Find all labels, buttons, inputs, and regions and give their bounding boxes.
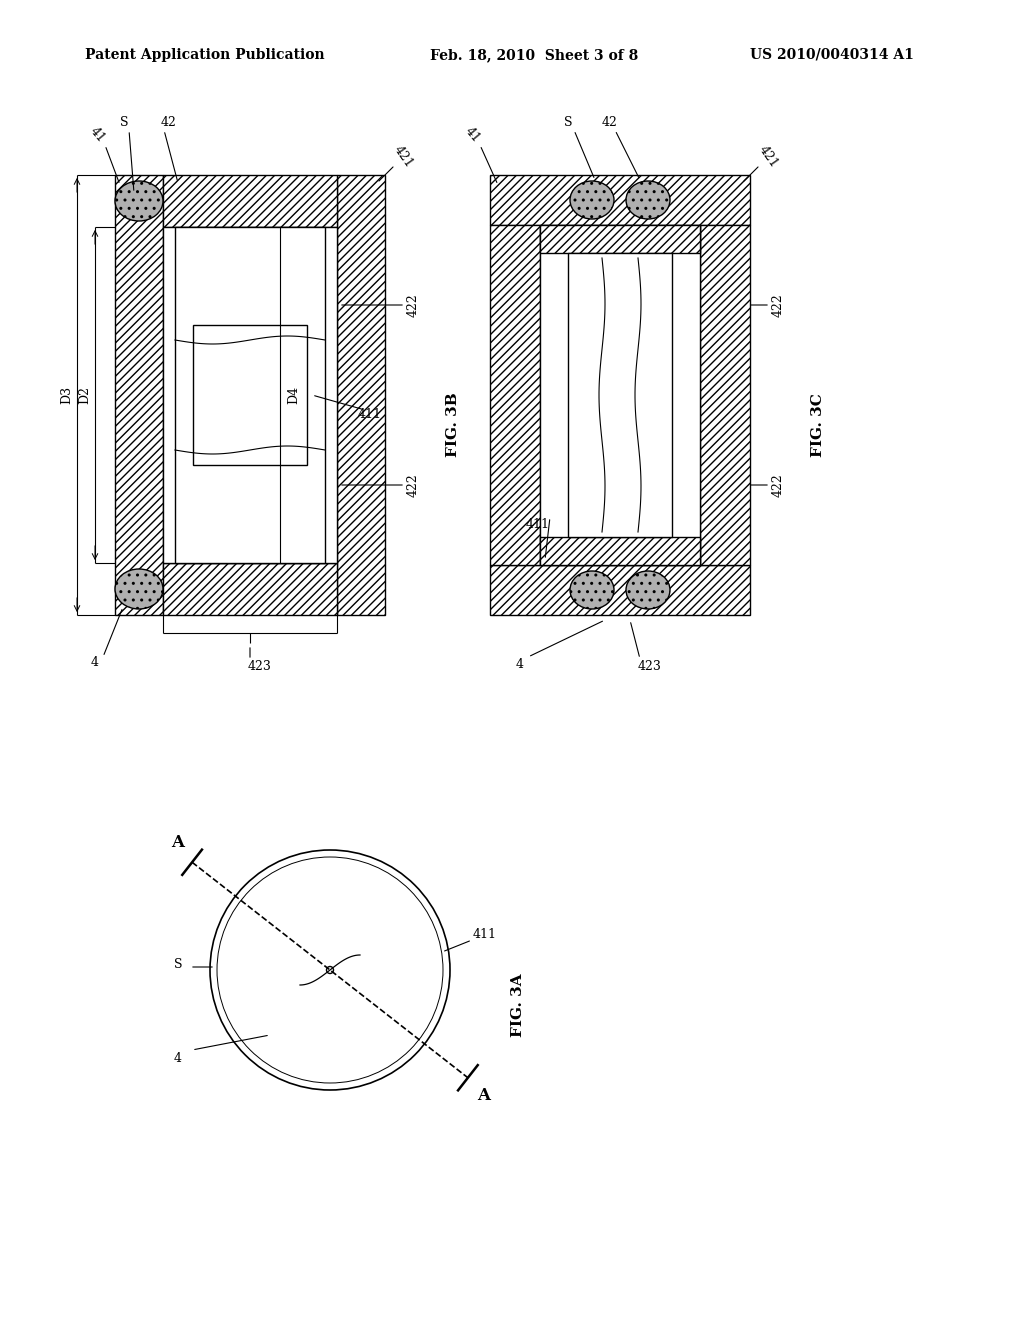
Bar bbox=[337, 176, 385, 615]
Text: 4: 4 bbox=[174, 1052, 182, 1064]
Text: S: S bbox=[174, 958, 182, 972]
Bar bbox=[115, 176, 163, 615]
Circle shape bbox=[327, 966, 334, 974]
Bar bbox=[540, 224, 700, 253]
Bar bbox=[175, 227, 325, 564]
Bar bbox=[700, 224, 750, 565]
Text: 4: 4 bbox=[91, 656, 99, 669]
Bar bbox=[490, 176, 750, 224]
Ellipse shape bbox=[626, 572, 670, 609]
Text: D4: D4 bbox=[288, 385, 300, 404]
Circle shape bbox=[210, 850, 450, 1090]
Bar bbox=[193, 325, 307, 465]
Ellipse shape bbox=[115, 181, 163, 220]
Text: D2: D2 bbox=[79, 385, 91, 404]
Text: 41: 41 bbox=[87, 124, 108, 145]
Text: D3: D3 bbox=[60, 385, 74, 404]
Ellipse shape bbox=[570, 572, 614, 609]
Ellipse shape bbox=[570, 181, 614, 219]
Text: FIG. 3A: FIG. 3A bbox=[511, 973, 525, 1036]
Text: 422: 422 bbox=[771, 473, 784, 496]
Text: S: S bbox=[564, 116, 572, 129]
Text: Feb. 18, 2010  Sheet 3 of 8: Feb. 18, 2010 Sheet 3 of 8 bbox=[430, 48, 638, 62]
Text: A: A bbox=[172, 834, 184, 851]
Text: A: A bbox=[477, 1088, 490, 1105]
Text: 42: 42 bbox=[161, 116, 177, 129]
Text: 423: 423 bbox=[638, 660, 662, 673]
Text: FIG. 3B: FIG. 3B bbox=[446, 392, 460, 457]
Circle shape bbox=[217, 857, 443, 1082]
Text: 411: 411 bbox=[473, 928, 497, 941]
Text: 421: 421 bbox=[756, 144, 780, 170]
Text: 421: 421 bbox=[391, 144, 415, 170]
Text: US 2010/0040314 A1: US 2010/0040314 A1 bbox=[750, 48, 913, 62]
Bar bbox=[163, 176, 337, 227]
Bar bbox=[490, 224, 540, 565]
Bar bbox=[540, 537, 700, 565]
Bar bbox=[540, 224, 700, 565]
Text: S: S bbox=[120, 116, 128, 129]
Ellipse shape bbox=[626, 181, 670, 219]
Text: 42: 42 bbox=[602, 116, 617, 129]
Bar bbox=[163, 564, 337, 615]
Ellipse shape bbox=[115, 569, 163, 609]
Text: 411: 411 bbox=[526, 519, 550, 532]
Text: 422: 422 bbox=[771, 293, 784, 317]
Text: 411: 411 bbox=[358, 408, 382, 421]
Text: 422: 422 bbox=[407, 293, 420, 317]
Text: Patent Application Publication: Patent Application Publication bbox=[85, 48, 325, 62]
Bar bbox=[490, 565, 750, 615]
Text: 423: 423 bbox=[248, 660, 272, 673]
Text: 4: 4 bbox=[516, 659, 524, 672]
Text: 41: 41 bbox=[462, 124, 482, 145]
Text: 422: 422 bbox=[407, 473, 420, 496]
Bar bbox=[568, 253, 672, 537]
Bar bbox=[163, 227, 337, 564]
Text: FIG. 3C: FIG. 3C bbox=[811, 393, 825, 457]
